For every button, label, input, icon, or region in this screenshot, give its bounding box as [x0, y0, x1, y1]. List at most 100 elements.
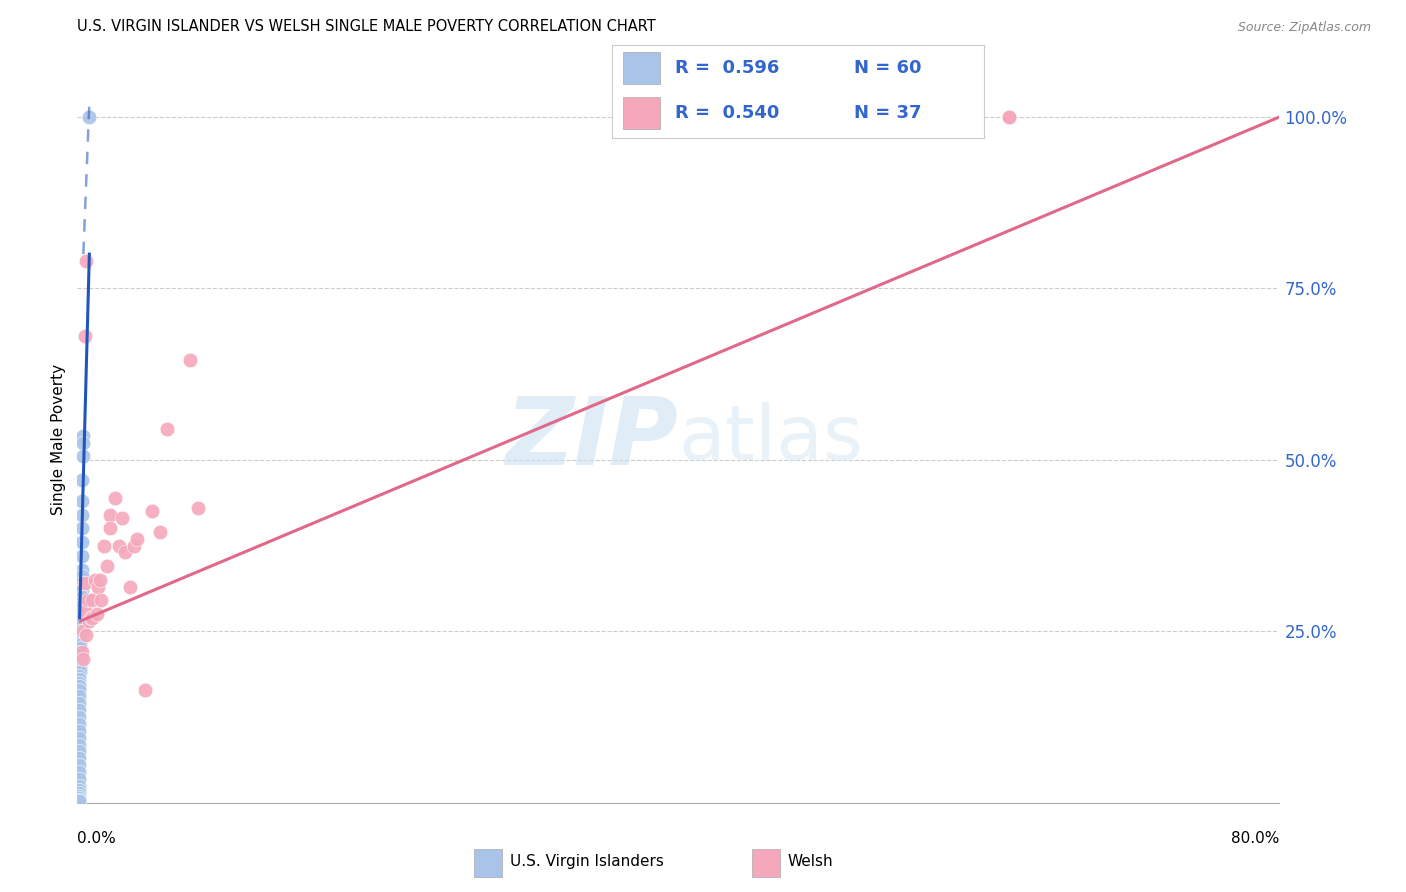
Point: [75, 628, 97, 642]
Point: [100, 508, 122, 522]
Point: [111, 511, 134, 525]
Point: [69, 597, 91, 611]
Point: [124, 539, 146, 553]
Point: [93, 539, 115, 553]
Point: [67, 723, 90, 738]
Point: [67, 793, 90, 807]
Text: R =  0.540: R = 0.540: [675, 104, 779, 122]
Point: [998, 110, 1021, 124]
Point: [134, 682, 156, 697]
Point: [70, 583, 93, 598]
Text: U.S. VIRGIN ISLANDER VS WELSH SINGLE MALE POVERTY CORRELATION CHART: U.S. VIRGIN ISLANDER VS WELSH SINGLE MAL…: [77, 20, 657, 34]
Text: 80.0%: 80.0%: [1232, 831, 1279, 846]
Point: [76, 593, 98, 607]
FancyBboxPatch shape: [752, 849, 780, 877]
Point: [100, 521, 122, 535]
Point: [67, 758, 90, 772]
Point: [69, 631, 91, 645]
Point: [149, 524, 172, 539]
Point: [73, 576, 96, 591]
Point: [114, 545, 136, 559]
Point: [72, 450, 94, 464]
Point: [70, 645, 93, 659]
Point: [67, 794, 90, 808]
Point: [108, 539, 131, 553]
Point: [69, 645, 91, 659]
Point: [67, 675, 90, 690]
Point: [70, 549, 93, 563]
Point: [72, 624, 94, 639]
Point: [73, 604, 96, 618]
Point: [156, 422, 179, 436]
Point: [70, 521, 93, 535]
Point: [72, 429, 94, 443]
Point: [69, 641, 91, 656]
Text: N = 60: N = 60: [853, 59, 921, 77]
Point: [118, 580, 141, 594]
Text: ZIP: ZIP: [506, 393, 679, 485]
Point: [89, 573, 111, 587]
Point: [69, 665, 91, 680]
Point: [67, 744, 90, 758]
Text: Welsh: Welsh: [787, 855, 834, 869]
Point: [67, 731, 90, 745]
Point: [67, 764, 90, 779]
Text: atlas: atlas: [679, 402, 863, 476]
Point: [69, 638, 91, 652]
Point: [69, 662, 91, 676]
Point: [179, 353, 201, 368]
Point: [69, 614, 91, 628]
FancyBboxPatch shape: [623, 97, 659, 129]
Point: [70, 535, 93, 549]
Point: [67, 690, 90, 704]
Point: [67, 786, 90, 800]
Point: [67, 791, 90, 805]
Point: [69, 634, 91, 648]
Point: [69, 648, 91, 663]
Point: [70, 508, 93, 522]
Point: [67, 710, 90, 724]
Text: N = 37: N = 37: [853, 104, 921, 122]
FancyBboxPatch shape: [474, 849, 502, 877]
Point: [69, 624, 91, 639]
Point: [69, 655, 91, 669]
Point: [79, 614, 101, 628]
Point: [141, 504, 163, 518]
Point: [69, 658, 91, 673]
Point: [84, 573, 107, 587]
Text: Source: ZipAtlas.com: Source: ZipAtlas.com: [1237, 21, 1371, 34]
Y-axis label: Single Male Poverty: Single Male Poverty: [51, 364, 66, 515]
FancyBboxPatch shape: [623, 52, 659, 84]
Point: [70, 569, 93, 583]
Point: [96, 559, 118, 574]
Point: [67, 697, 90, 711]
Point: [80, 610, 103, 624]
Text: 0.0%: 0.0%: [77, 831, 117, 846]
Point: [186, 500, 209, 515]
Point: [86, 607, 108, 622]
Point: [998, 110, 1021, 124]
Point: [67, 772, 90, 786]
Point: [69, 600, 91, 615]
Point: [69, 610, 91, 624]
Point: [70, 576, 93, 591]
Point: [67, 779, 90, 793]
Point: [75, 254, 97, 268]
Point: [67, 669, 90, 683]
Point: [69, 607, 91, 622]
Point: [72, 435, 94, 450]
Point: [67, 673, 90, 687]
Text: U.S. Virgin Islanders: U.S. Virgin Islanders: [509, 855, 664, 869]
Point: [73, 329, 96, 343]
Point: [67, 682, 90, 697]
Point: [79, 110, 101, 124]
Point: [70, 590, 93, 604]
Point: [67, 717, 90, 731]
Point: [82, 593, 104, 607]
Point: [67, 783, 90, 797]
Point: [70, 474, 93, 488]
Point: [104, 491, 127, 505]
Point: [90, 593, 112, 607]
Point: [67, 679, 90, 693]
Point: [69, 617, 91, 632]
